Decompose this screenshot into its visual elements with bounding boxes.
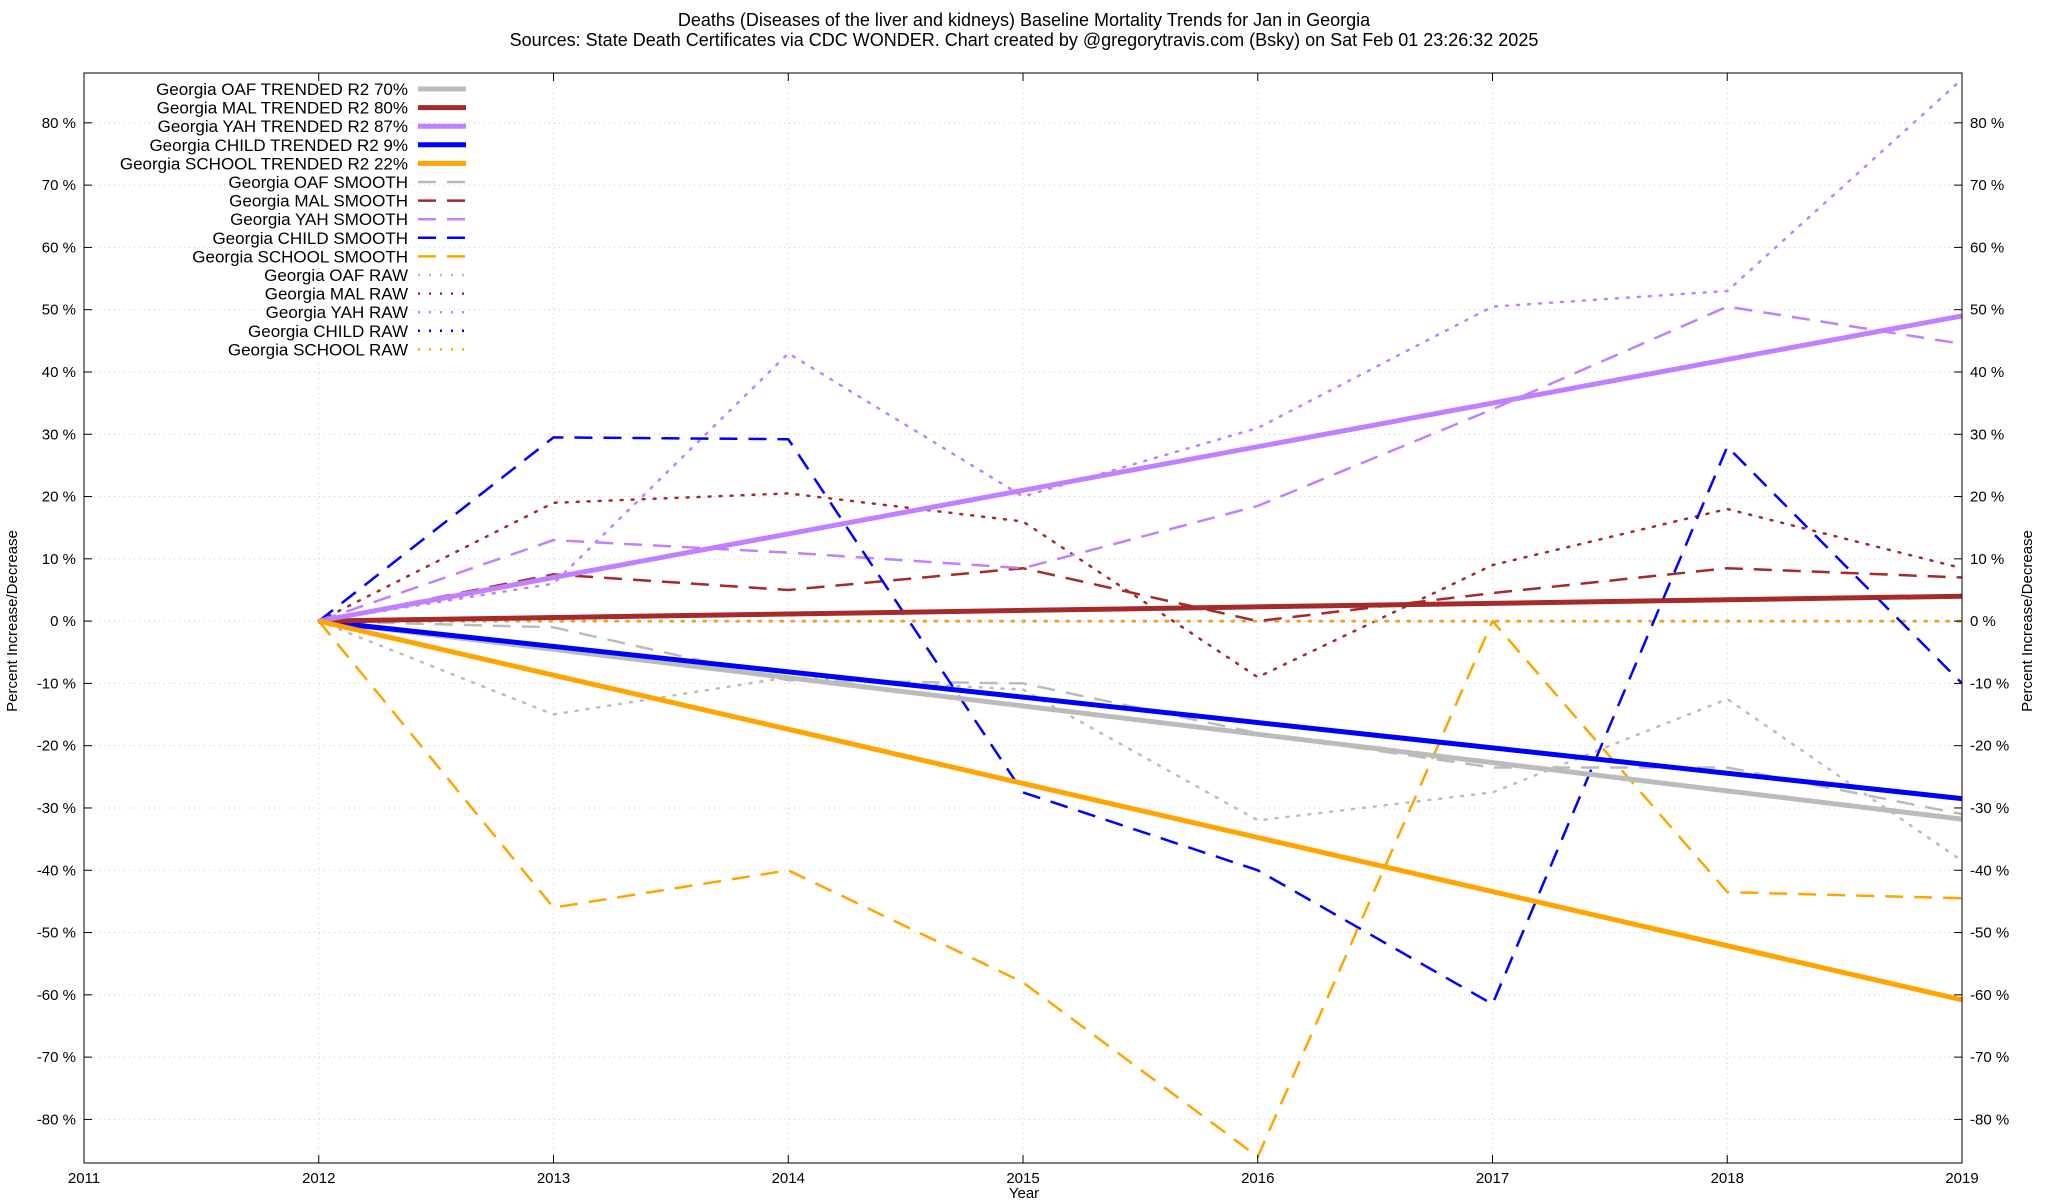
- series-line-georgia-child-smooth: [318, 436, 1962, 1006]
- series-line-georgia-yah-trended-r2-87: [318, 313, 1962, 624]
- legend-label: Georgia OAF TRENDED R2 70%: [156, 80, 408, 99]
- legend-label: Georgia MAL SMOOTH: [229, 192, 408, 211]
- series-line-georgia-oaf-trended-r2-70: [318, 618, 1962, 822]
- y-tick-label-left: 40 %: [42, 364, 76, 381]
- x-tick-label: 2013: [537, 1170, 570, 1187]
- x-tick-label: 2011: [68, 1170, 100, 1187]
- grid-layer: [83, 73, 1963, 1163]
- legend-label: Georgia CHILD SMOOTH: [212, 229, 408, 248]
- y-tick-label-right: 0 %: [1970, 613, 1996, 630]
- x-tick-label: 2015: [1006, 1170, 1039, 1187]
- legend-label: Georgia YAH RAW: [266, 303, 408, 322]
- y-tick-label-left: -50 %: [37, 925, 76, 942]
- y-tick-label-left: -80 %: [37, 1111, 76, 1128]
- chart-title: Deaths (Diseases of the liver and kidney…: [678, 10, 1371, 30]
- y-tick-label-right: -60 %: [1970, 987, 2009, 1004]
- y-tick-label-left: -20 %: [37, 738, 76, 755]
- x-tick-label: 2018: [1711, 1170, 1744, 1187]
- x-tick-label: 2014: [772, 1170, 805, 1187]
- legend-label: Georgia OAF SMOOTH: [229, 173, 408, 192]
- y-tick-label-left: 60 %: [42, 239, 76, 256]
- y-tick-label-left: 50 %: [42, 302, 76, 319]
- y-tick-label-left: 80 %: [42, 115, 76, 132]
- y-tick-label-right: 80 %: [1970, 115, 2004, 132]
- y-tick-label-right: -80 %: [1970, 1111, 2009, 1128]
- y-tick-label-left: -40 %: [37, 862, 76, 879]
- x-tick-label: 2017: [1476, 1170, 1509, 1187]
- y-tick-label-left: 0 %: [50, 613, 76, 630]
- tick-layer: -80 % -80 % -70 % -70 % -60 % -60 % -50 % -50 %…: [37, 73, 2009, 1187]
- y-tick-label-right: 50 %: [1970, 302, 2004, 319]
- y-tick-label-left: 30 %: [42, 426, 76, 443]
- y-tick-label-left: -10 %: [37, 675, 76, 692]
- legend-label: Georgia MAL TRENDED R2 80%: [157, 99, 408, 118]
- y-tick-label-right: 40 %: [1970, 364, 2004, 381]
- legend-label: Georgia YAH TRENDED R2 87%: [158, 117, 408, 136]
- legend-label: Georgia OAF RAW: [264, 266, 408, 285]
- legend: Georgia OAF TRENDED R2 70%Georgia MAL TR…: [120, 80, 466, 359]
- legend-label: Georgia SCHOOL SMOOTH: [192, 247, 408, 266]
- y-tick-label-left: -60 %: [37, 987, 76, 1004]
- y-tick-label-right: -10 %: [1970, 675, 2009, 692]
- y-tick-label-right: -20 %: [1970, 738, 2009, 755]
- legend-label: Georgia CHILD TRENDED R2 9%: [149, 136, 408, 155]
- legend-label: Georgia YAH SMOOTH: [230, 210, 408, 229]
- series-layer: [317, 77, 1962, 1159]
- y-tick-label-right: -50 %: [1970, 925, 2009, 942]
- y-tick-label-left: -70 %: [37, 1049, 76, 1066]
- y-tick-label-right: 70 %: [1970, 177, 2004, 194]
- y-tick-label-left: 70 %: [42, 177, 76, 194]
- x-axis-label: Year: [1009, 1185, 1039, 1200]
- y-tick-label-right: 10 %: [1970, 551, 2004, 568]
- legend-label: Georgia SCHOOL TRENDED R2 22%: [120, 154, 408, 173]
- legend-label: Georgia MAL RAW: [265, 285, 408, 304]
- legend-label: Georgia SCHOOL RAW: [228, 340, 408, 359]
- y-tick-label-right: -70 %: [1970, 1049, 2009, 1066]
- series-line-georgia-yah-smooth: [318, 305, 1962, 623]
- y-tick-label-right: 60 %: [1970, 239, 2004, 256]
- x-tick-label: 2019: [1945, 1170, 1978, 1187]
- y-tick-label-left: 10 %: [42, 551, 76, 568]
- series-line-georgia-oaf-smooth: [318, 619, 1962, 816]
- y-tick-label-right: -40 %: [1970, 862, 2009, 879]
- x-tick-label: 2016: [1241, 1170, 1274, 1187]
- legend-label: Georgia CHILD RAW: [248, 322, 408, 341]
- y-axis-label-left: Percent Increase/Decrease: [4, 530, 21, 712]
- chart-subtitle: Sources: State Death Certificates via CD…: [510, 30, 1539, 50]
- series-line-georgia-school-trended-r2-22: [318, 618, 1962, 1003]
- series-line-georgia-child-trended-r2-9: [318, 618, 1962, 802]
- y-axis-label-right: Percent Increase/Decrease: [2019, 530, 2036, 712]
- series-line-georgia-mal-smooth: [318, 566, 1962, 623]
- series-line-georgia-mal-raw: [317, 492, 1962, 679]
- x-tick-label: 2012: [302, 1170, 335, 1187]
- y-tick-label-right: 30 %: [1970, 426, 2004, 443]
- series-line-georgia-oaf-raw: [317, 619, 1962, 863]
- y-tick-label-left: 20 %: [42, 489, 76, 506]
- y-tick-label-left: -30 %: [37, 800, 76, 817]
- y-tick-label-right: -30 %: [1970, 800, 2009, 817]
- y-tick-label-right: 20 %: [1970, 489, 2004, 506]
- series-line-georgia-mal-trended-r2-80: [318, 593, 1962, 624]
- series-line-georgia-school-smooth: [317, 619, 1962, 1159]
